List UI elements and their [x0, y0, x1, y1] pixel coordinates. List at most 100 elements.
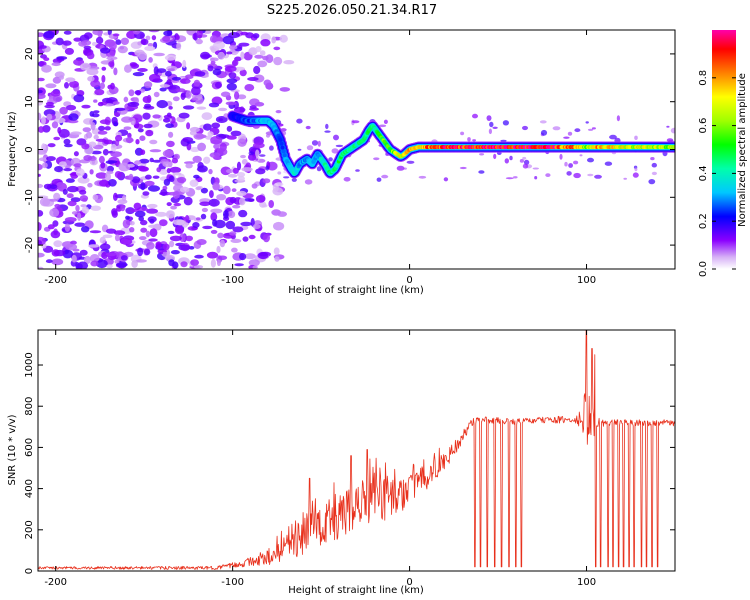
noise-blob [167, 68, 175, 72]
noise-blob [233, 106, 246, 113]
noise-blob [197, 142, 207, 152]
noise-blob [220, 91, 231, 98]
noise-blob [275, 110, 282, 114]
noise-blob [143, 248, 151, 256]
noise-blob [49, 184, 58, 189]
noise-blob [192, 33, 197, 40]
noise-blob [488, 128, 492, 135]
noise-blob [509, 155, 513, 161]
noise-blob [277, 211, 287, 217]
colorbar-tick-label: 0.0 [698, 261, 709, 277]
noise-blob [50, 230, 61, 239]
noise-blob [138, 51, 148, 61]
noise-blob [129, 221, 135, 226]
noise-blob [257, 251, 269, 260]
snr-xlabel: Height of straight line (km) [288, 585, 424, 596]
noise-blob [92, 194, 99, 201]
noise-blob [55, 37, 64, 46]
noise-blob [279, 87, 291, 92]
noise-blob [83, 155, 93, 161]
noise-blob [195, 186, 202, 191]
noise-blob [254, 54, 264, 59]
noise-blob [159, 168, 168, 175]
noise-blob [162, 161, 173, 168]
noise-blob [133, 202, 142, 210]
noise-blob [210, 136, 223, 145]
noise-blob [105, 172, 111, 182]
noise-blob [236, 190, 247, 197]
noise-blob [46, 156, 56, 162]
noise-blob [113, 230, 126, 236]
noise-blob [227, 173, 238, 178]
noise-blob [228, 72, 237, 79]
noise-blob [149, 73, 161, 83]
noise-blob [162, 251, 168, 255]
noise-blob [46, 113, 53, 121]
noise-blob [73, 151, 79, 157]
noise-blob [257, 60, 268, 68]
noise-blob [378, 124, 387, 128]
noise-blob [38, 173, 41, 177]
noise-blob [62, 188, 68, 195]
noise-blob [172, 172, 182, 176]
noise-blob [182, 59, 187, 69]
noise-blob [210, 212, 218, 221]
noise-blob [184, 161, 195, 165]
noise-blob [113, 122, 119, 127]
noise-blob [39, 197, 51, 207]
noise-blob [138, 166, 149, 172]
noise-blob [120, 204, 126, 212]
noise-blob [101, 251, 108, 260]
noise-blob [263, 79, 272, 87]
noise-blob [189, 179, 199, 187]
noise-blob [229, 45, 238, 50]
noise-blob [75, 204, 80, 212]
noise-blob [43, 30, 55, 39]
noise-blob [87, 244, 100, 248]
noise-blob [232, 226, 244, 233]
noise-blob [376, 177, 382, 182]
noise-blob [197, 165, 208, 173]
noise-blob [99, 179, 110, 187]
noise-blob [156, 100, 168, 109]
noise-blob [567, 131, 573, 136]
noise-blob [77, 261, 89, 269]
noise-blob [182, 137, 194, 143]
noise-blob [283, 176, 290, 179]
noise-blob [90, 260, 99, 267]
noise-blob [102, 234, 113, 239]
noise-blob [492, 126, 498, 129]
noise-blob [91, 150, 102, 155]
noise-blob [539, 120, 547, 124]
noise-blob [212, 68, 222, 76]
noise-blob [125, 207, 135, 215]
noise-blob [85, 131, 93, 139]
noise-blob [559, 153, 563, 160]
noise-blob [240, 221, 253, 227]
noise-blob [47, 143, 56, 148]
noise-blob [93, 110, 100, 114]
noise-blob [248, 151, 255, 156]
colorbar-gradient [712, 30, 736, 269]
noise-blob [252, 142, 265, 149]
noise-blob [226, 169, 234, 174]
noise-blob [153, 52, 165, 57]
noise-blob [223, 209, 229, 219]
noise-blob [239, 253, 247, 261]
noise-blob [51, 258, 64, 266]
noise-blob [169, 240, 175, 248]
noise-blob [460, 131, 465, 136]
noise-blob [125, 215, 130, 220]
noise-blob [238, 42, 250, 47]
noise-blob [184, 215, 190, 223]
noise-blob [252, 223, 261, 230]
noise-blob [229, 196, 237, 204]
noise-blob [80, 204, 87, 208]
noise-blob [217, 255, 228, 261]
noise-blob [523, 159, 530, 165]
noise-blob [260, 39, 271, 47]
noise-blob [140, 182, 146, 191]
noise-blob [238, 209, 248, 218]
noise-blob [234, 91, 240, 100]
ridge-cell [279, 141, 284, 146]
